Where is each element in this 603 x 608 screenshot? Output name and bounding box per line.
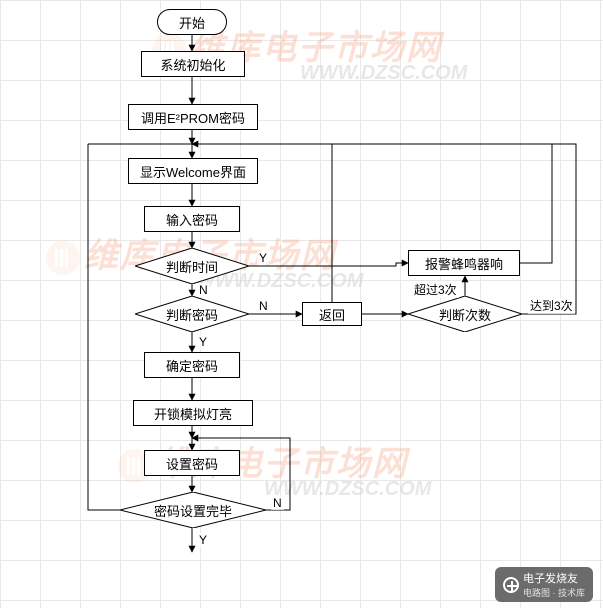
edge-label: N xyxy=(257,299,270,313)
node-dPwd: 判断密码 xyxy=(135,296,249,332)
node-label: 密码设置完毕 xyxy=(120,492,266,528)
edge-label: Y xyxy=(197,335,209,349)
node-confirm: 确定密码 xyxy=(144,352,240,378)
node-alarm: 报警蜂鸣器响 xyxy=(408,250,520,276)
edge-label: 达到3次 xyxy=(528,297,575,314)
edge-label: N xyxy=(197,283,210,297)
node-setpwd: 设置密码 xyxy=(144,450,240,476)
brand-sub: 电路图 · 技术库 xyxy=(523,588,585,598)
node-label: 判断密码 xyxy=(135,296,249,332)
brand-name: 电子发烧友 xyxy=(523,573,578,585)
node-start: 开始 xyxy=(157,9,227,35)
node-init: 系统初始化 xyxy=(141,51,245,77)
edge-label: Y xyxy=(257,251,269,265)
node-ret: 返回 xyxy=(302,302,362,326)
node-dCount: 判断次数 xyxy=(408,296,522,332)
node-input: 输入密码 xyxy=(144,206,240,232)
node-label: 判断次数 xyxy=(408,296,522,332)
node-dTime: 判断时间 xyxy=(135,248,249,284)
node-welcome: 显示Welcome界面 xyxy=(128,158,258,184)
node-label: 判断时间 xyxy=(135,248,249,284)
footer-brand: 电子发烧友 电路图 · 技术库 xyxy=(495,567,593,602)
node-unlock: 开锁模拟灯亮 xyxy=(133,400,253,426)
node-dDone: 密码设置完毕 xyxy=(120,492,266,528)
edge-label: Y xyxy=(197,533,209,547)
edge-label: N xyxy=(271,496,284,510)
edge-label: 超过3次 xyxy=(412,281,459,298)
brand-icon xyxy=(503,577,519,593)
node-load: 调用E²PROM密码 xyxy=(128,104,258,130)
